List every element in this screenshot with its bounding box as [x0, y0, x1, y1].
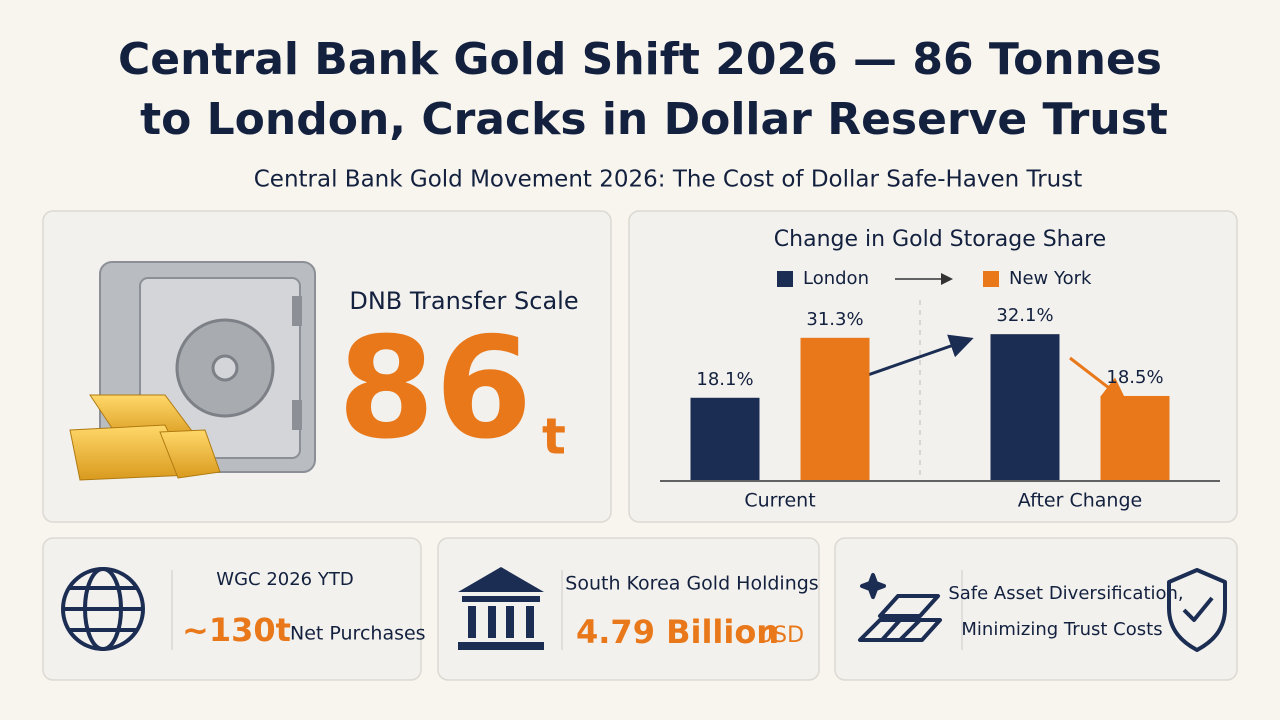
hero-unit: t — [542, 408, 566, 466]
card-text: Safe Asset Diversification, — [948, 583, 1183, 604]
shield-icon — [1167, 568, 1227, 652]
bar — [1100, 395, 1170, 480]
bar — [800, 337, 870, 480]
value-label: 18.5% — [1106, 367, 1163, 388]
legend-label: New York — [1009, 268, 1092, 289]
legend-swatch — [777, 271, 793, 287]
card-label: South Korea Gold Holdings — [565, 573, 818, 595]
bar — [990, 334, 1060, 480]
shift-arrow — [1069, 356, 1127, 402]
card — [42, 537, 422, 681]
chart-panel — [628, 210, 1238, 523]
shift-arrow — [861, 334, 974, 379]
card-unit: Net Purchases — [290, 623, 426, 645]
bank-icon — [458, 567, 544, 650]
card — [834, 537, 1238, 681]
value-label: 32.1% — [996, 305, 1053, 326]
title-line: to London, Cracks in Dollar Reserve Trus… — [140, 94, 1168, 145]
globe-icon — [61, 567, 145, 651]
x-tick-label: Current — [744, 490, 815, 512]
safe-icon — [69, 261, 316, 481]
card-unit: USD — [757, 623, 804, 648]
hero-label: DNB Transfer Scale — [349, 287, 578, 315]
value-label: 31.3% — [806, 309, 863, 330]
legend-swatch — [983, 271, 999, 287]
legend-label: London — [803, 268, 869, 289]
chart-title: Change in Gold Storage Share — [774, 227, 1106, 252]
chart: London New York Current 18.1% 31.3% After Cha… — [690, 268, 1170, 512]
subtitle: Central Bank Gold Movement 2026: The Cos… — [254, 167, 1082, 193]
title-line: Central Bank Gold Shift 2026 — 86 Tonnes — [118, 34, 1162, 85]
card-value: 4.79 Billion — [576, 613, 779, 651]
card-value: ~130t — [182, 611, 291, 649]
x-tick-label: After Change — [1018, 490, 1142, 512]
card-text: Minimizing Trust Costs — [961, 619, 1162, 640]
hero-value: 86 — [338, 308, 533, 471]
bars-icon — [858, 573, 942, 642]
card-label: WGC 2026 YTD — [216, 569, 353, 590]
value-label: 18.1% — [696, 369, 753, 390]
bar — [690, 397, 760, 480]
